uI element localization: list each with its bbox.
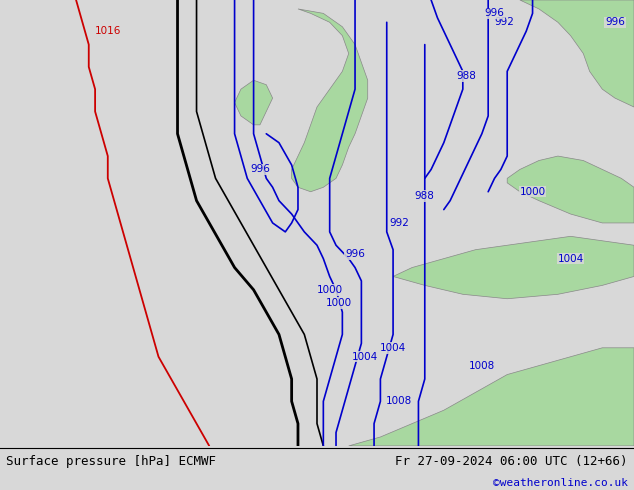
Text: 1000: 1000 <box>316 285 343 295</box>
Text: Surface pressure [hPa] ECMWF: Surface pressure [hPa] ECMWF <box>6 455 216 468</box>
Text: 1000: 1000 <box>326 298 353 308</box>
Text: 996: 996 <box>484 8 505 19</box>
Text: 1004: 1004 <box>380 343 406 353</box>
Polygon shape <box>507 156 634 223</box>
Polygon shape <box>349 348 634 446</box>
Text: 1008: 1008 <box>469 361 495 370</box>
Text: 996: 996 <box>250 165 270 174</box>
Text: 1008: 1008 <box>386 396 413 406</box>
Text: 992: 992 <box>389 218 410 228</box>
Text: 1004: 1004 <box>557 254 584 264</box>
Text: 1004: 1004 <box>351 352 378 362</box>
Polygon shape <box>393 236 634 299</box>
Text: 996: 996 <box>605 17 625 27</box>
Text: 988: 988 <box>456 71 476 81</box>
Text: 1016: 1016 <box>94 26 121 36</box>
Text: ©weatheronline.co.uk: ©weatheronline.co.uk <box>493 478 628 489</box>
Text: 996: 996 <box>345 249 365 259</box>
Polygon shape <box>292 9 368 192</box>
Text: 988: 988 <box>415 191 435 201</box>
Text: Fr 27-09-2024 06:00 UTC (12+66): Fr 27-09-2024 06:00 UTC (12+66) <box>395 455 628 468</box>
Polygon shape <box>235 80 273 125</box>
Text: 1000: 1000 <box>519 187 546 197</box>
Polygon shape <box>520 0 634 107</box>
Text: 992: 992 <box>494 17 514 27</box>
